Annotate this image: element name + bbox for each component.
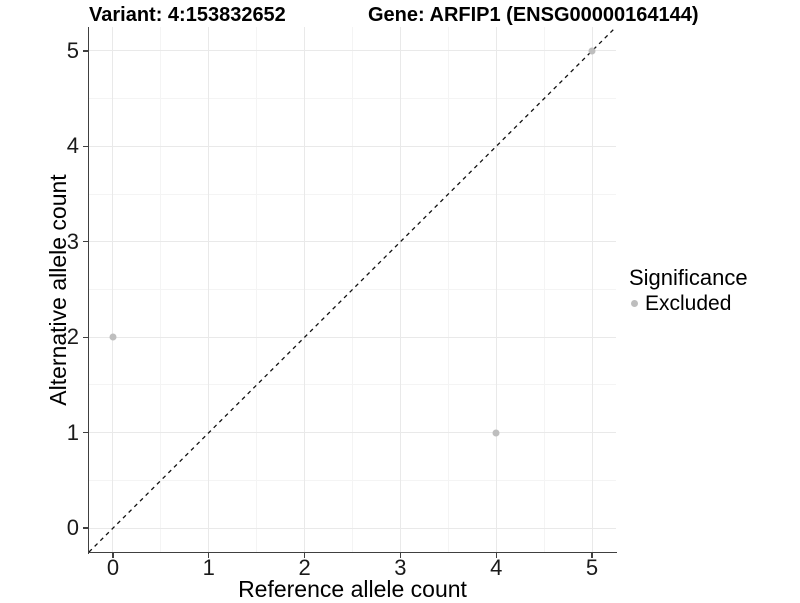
x-tick-label: 1 [202,555,215,580]
y-tick-mark [83,241,88,243]
legend-title: Significance [629,265,748,290]
x-axis-line [87,552,617,554]
gene-title: Gene: ARFIP1 (ENSG00000164144) [368,4,699,26]
minor-gridline-horizontal [89,479,616,481]
y-tick-label: 5 [66,37,79,63]
major-gridline-vertical [591,27,593,552]
y-tick-label: 3 [66,228,79,254]
minor-gridline-horizontal [89,384,616,386]
x-tick-mark [399,553,402,559]
x-tick-label: 0 [106,555,120,580]
y-axis-line [87,27,89,554]
minor-gridline-horizontal [89,193,616,195]
y-tick-label: 4 [66,133,79,159]
major-gridline-horizontal [89,50,616,52]
major-gridline-horizontal [89,145,616,147]
x-tick-mark [112,553,114,559]
major-gridline-vertical [112,27,114,552]
major-gridline-vertical [208,27,210,552]
major-gridline-horizontal [89,336,616,338]
x-tick-mark [591,553,593,559]
legend-item-excluded: Excluded [629,292,748,315]
y-tick-label: 1 [66,419,79,445]
dashed-abline [88,26,617,553]
variant-title: Variant: 4:153832652 [89,4,286,26]
x-axis-title: Reference allele count [238,576,467,602]
legend: Significance Excluded [629,265,748,316]
identity-diagonal-line [88,26,617,553]
major-gridline-vertical [495,27,497,552]
major-gridline-vertical [304,27,306,552]
y-tick-label: 2 [66,324,79,350]
y-tick-label: 0 [66,515,79,541]
y-tick-mark [83,336,88,338]
x-tick-mark [303,553,306,559]
major-gridline-vertical [399,27,401,552]
legend-item-label: Excluded [645,292,732,315]
x-tick-label: 4 [490,555,503,580]
y-tick-mark [83,145,88,147]
x-tick-label: 2 [298,555,311,580]
x-tick-label: 3 [394,555,407,580]
major-gridline-horizontal [89,432,616,434]
major-gridline-horizontal [89,527,616,529]
x-tick-mark [208,553,210,559]
y-tick-mark [83,431,88,434]
data-point [109,333,117,341]
minor-gridline-horizontal [89,98,616,100]
data-point [588,47,596,55]
major-gridline-horizontal [89,241,616,243]
x-tick-mark [495,553,497,559]
data-point [492,429,500,437]
y-tick-mark [83,50,88,52]
y-tick-mark [83,527,88,529]
x-tick-label: 5 [585,555,599,580]
y-axis-title: Alternative allele count [45,174,71,406]
legend-point-icon [631,300,638,307]
